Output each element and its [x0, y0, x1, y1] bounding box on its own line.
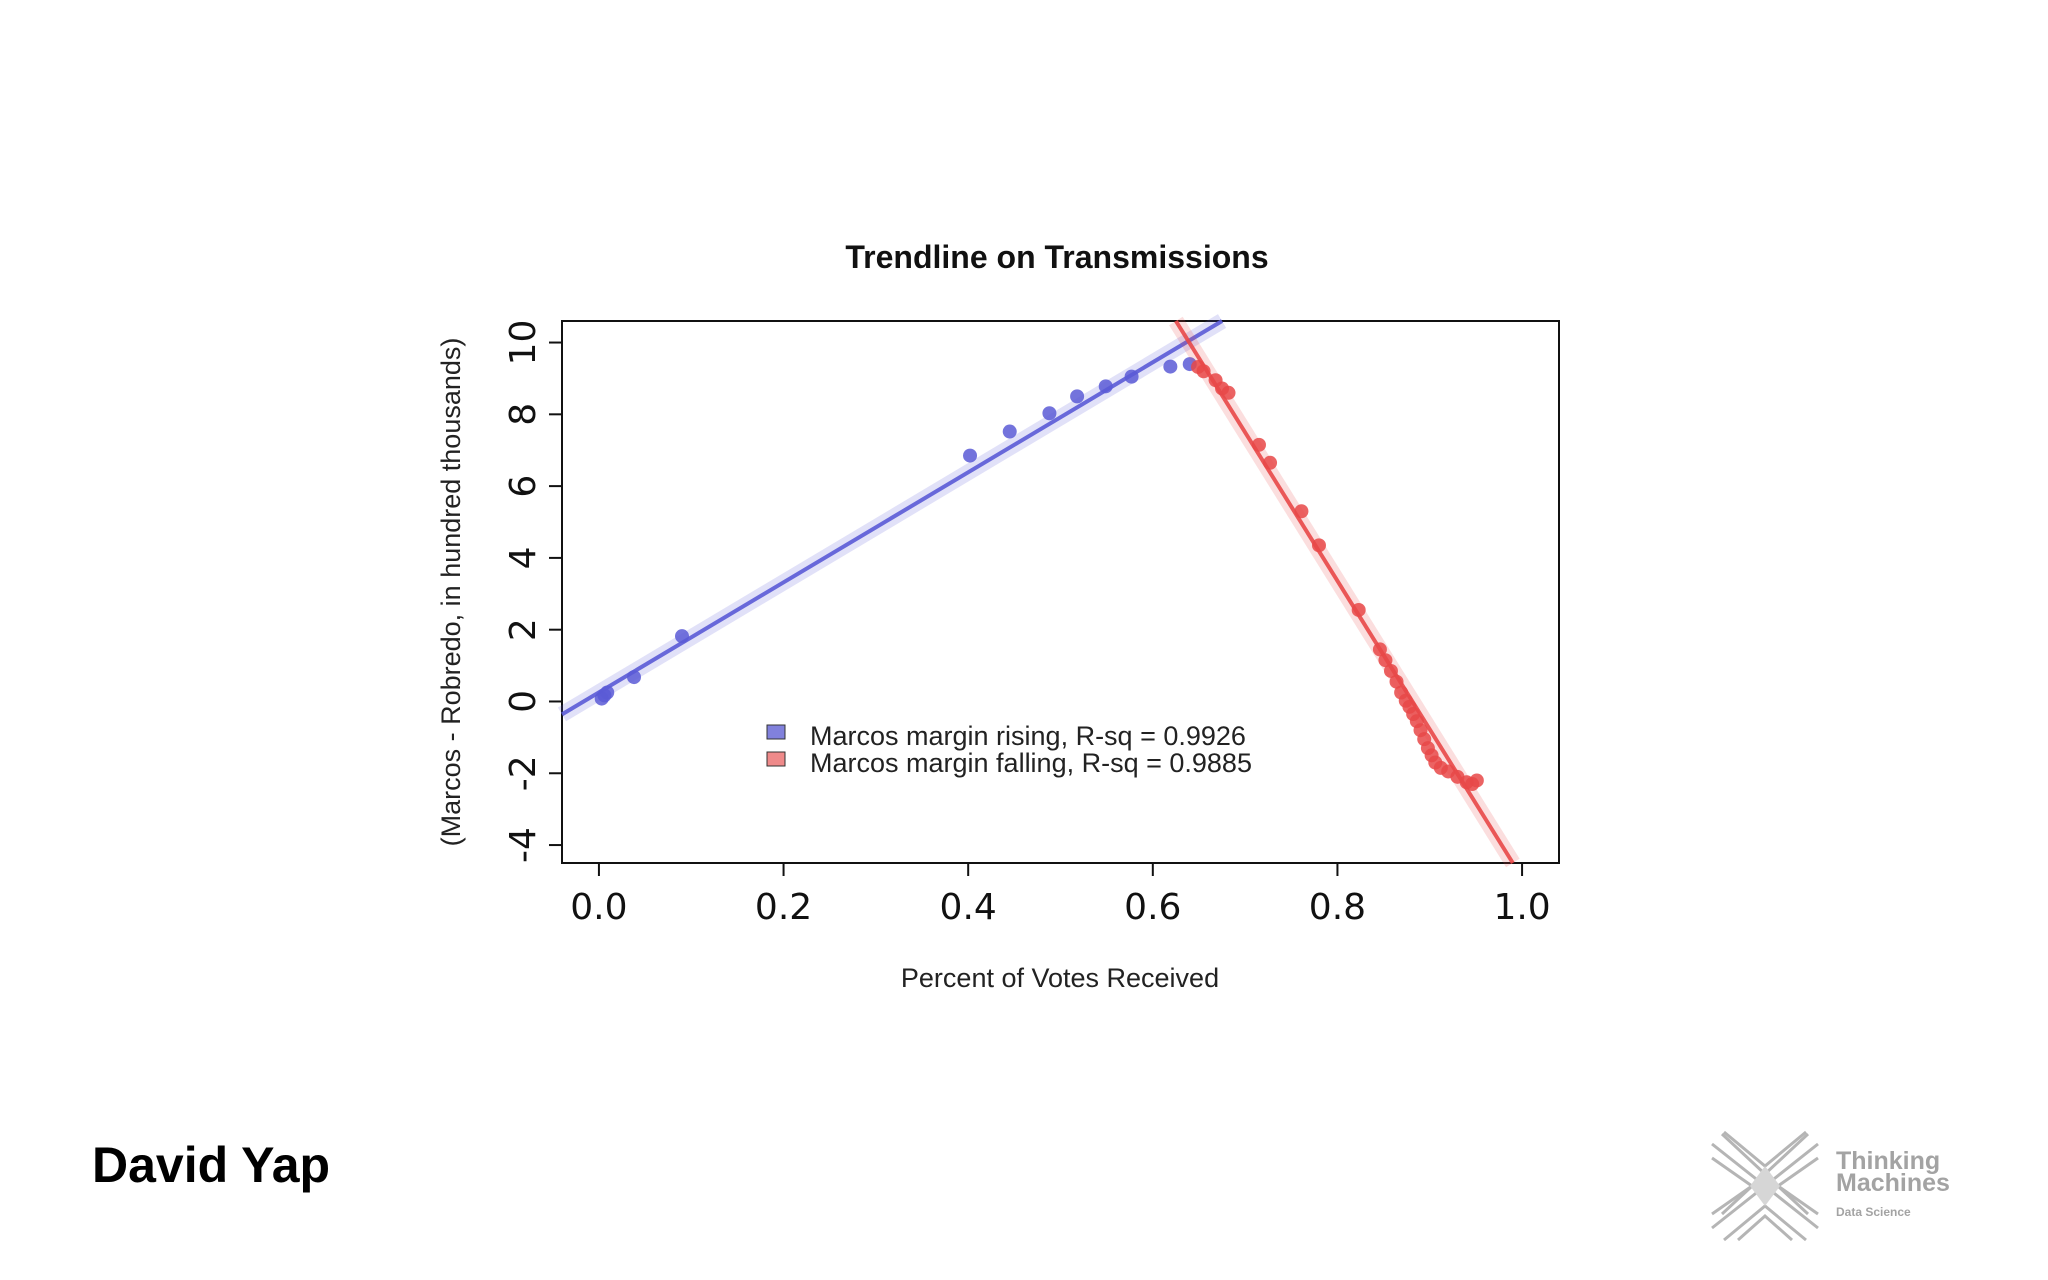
x-tick-label: 1.0 — [1493, 887, 1550, 928]
data-point-rising — [1098, 379, 1113, 394]
logo-name: Thinking Machines — [1836, 1147, 1950, 1197]
y-tick-label: -4 — [503, 827, 544, 863]
data-point-rising — [675, 629, 690, 644]
y-tick-label: 0 — [503, 690, 544, 713]
legend-swatch-falling — [766, 751, 786, 767]
data-point-falling — [1389, 674, 1404, 689]
data-point-falling — [1311, 538, 1326, 553]
logo-name-line2: Machines — [1836, 1169, 1950, 1197]
series-layer — [557, 314, 1520, 868]
y-tick-label: 4 — [503, 546, 544, 569]
data-point-falling — [1351, 602, 1366, 617]
x-tick-label: 0.2 — [755, 887, 812, 928]
thinking-machines-logo: Thinking Machines Data Science — [1710, 1130, 2040, 1250]
data-point-rising — [963, 448, 978, 463]
data-point-rising — [1042, 406, 1057, 421]
data-point-falling — [1378, 653, 1393, 668]
x-tick-label: 0.0 — [570, 887, 627, 928]
data-point-falling — [1372, 642, 1387, 657]
data-point-rising — [627, 670, 642, 685]
y-axis-label: (Marcos - Robredo, in hundred thousands) — [436, 338, 466, 847]
author-name: David Yap — [92, 1137, 331, 1193]
legend: Marcos margin rising, R-sq = 0.9926 Marc… — [766, 721, 1252, 778]
legend-label-rising: Marcos margin rising, R-sq = 0.9926 — [810, 721, 1246, 751]
x-tick-label: 0.4 — [940, 887, 997, 928]
data-point-falling — [1263, 455, 1278, 470]
data-point-falling — [1383, 663, 1398, 678]
y-tick-label: 2 — [503, 618, 544, 641]
y-tick-label: -2 — [503, 755, 544, 791]
data-point-rising — [1163, 359, 1178, 374]
data-point-falling — [1294, 504, 1309, 519]
data-point-falling — [1251, 437, 1266, 452]
x-axis-label: Percent of Votes Received — [901, 963, 1219, 993]
y-axis: -4 -2 0 2 4 6 8 10 — [503, 320, 562, 863]
y-tick-label: 8 — [503, 403, 544, 426]
logo-name-line1: Thinking — [1836, 1147, 1941, 1175]
y-tick-label: 10 — [503, 320, 544, 366]
plot-frame — [561, 320, 1560, 864]
legend-label-falling: Marcos margin falling, R-sq = 0.9885 — [810, 748, 1252, 778]
data-point-falling — [1196, 364, 1211, 379]
data-point-rising — [1070, 389, 1085, 404]
data-point-rising — [1124, 369, 1139, 384]
data-point-rising — [600, 685, 615, 700]
x-axis: 0.0 0.2 0.4 0.6 0.8 1.0 — [570, 863, 1551, 928]
chart-title: Trendline on Transmissions — [845, 239, 1268, 275]
x-tick-label: 0.6 — [1124, 887, 1181, 928]
legend-swatch-rising — [766, 724, 786, 740]
logo-subtitle: Data Science — [1836, 1205, 1911, 1219]
x-tick-label: 0.8 — [1309, 887, 1366, 928]
logo-mark-icon — [1711, 1130, 1819, 1242]
data-point-falling — [1469, 773, 1484, 788]
trendline-rising — [560, 319, 1224, 717]
data-point-falling — [1221, 385, 1236, 400]
y-tick-label: 6 — [503, 475, 544, 498]
data-point-rising — [1002, 424, 1017, 439]
